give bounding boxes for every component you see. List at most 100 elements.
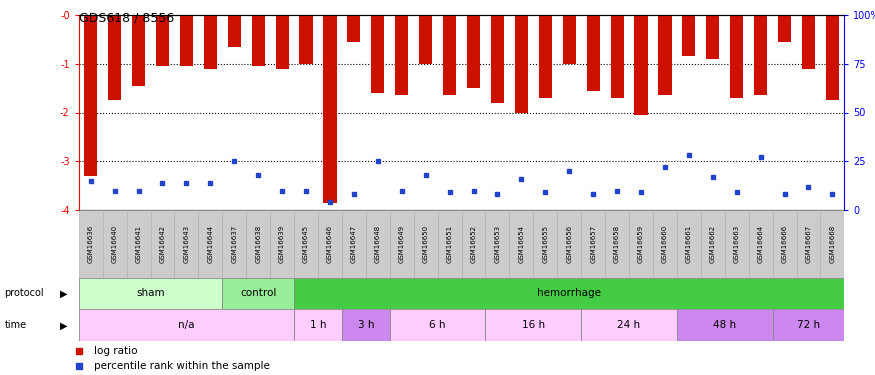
Text: 72 h: 72 h <box>797 320 820 330</box>
Text: hemorrhage: hemorrhage <box>537 288 601 298</box>
Bar <box>79 278 222 309</box>
Bar <box>486 309 581 341</box>
Bar <box>802 15 816 69</box>
Bar <box>342 210 366 278</box>
Text: percentile rank within the sample: percentile rank within the sample <box>94 360 270 370</box>
Text: GSM16655: GSM16655 <box>542 225 549 263</box>
Bar <box>371 15 384 93</box>
Bar <box>796 210 821 278</box>
Bar <box>132 15 145 86</box>
Bar <box>299 15 312 64</box>
Text: GSM16638: GSM16638 <box>255 225 262 263</box>
Text: GSM16663: GSM16663 <box>734 225 739 263</box>
Bar <box>270 210 294 278</box>
Text: 16 h: 16 h <box>522 320 545 330</box>
Text: GSM16656: GSM16656 <box>566 225 572 263</box>
Text: 24 h: 24 h <box>618 320 640 330</box>
Text: GSM16654: GSM16654 <box>518 225 524 263</box>
Bar <box>606 210 629 278</box>
Text: GSM16668: GSM16668 <box>830 225 836 263</box>
Text: GSM16650: GSM16650 <box>423 225 429 263</box>
Bar <box>79 210 102 278</box>
Text: 6 h: 6 h <box>430 320 446 330</box>
Bar <box>677 309 773 341</box>
Text: GSM16642: GSM16642 <box>159 225 165 263</box>
Bar <box>318 210 342 278</box>
Bar <box>629 210 653 278</box>
Bar <box>180 15 193 66</box>
Text: GSM16652: GSM16652 <box>471 225 477 263</box>
Bar <box>581 309 677 341</box>
Text: GSM16643: GSM16643 <box>184 225 189 263</box>
Bar <box>677 210 701 278</box>
Text: GSM16653: GSM16653 <box>494 225 500 263</box>
Bar <box>706 15 719 59</box>
Text: GSM16641: GSM16641 <box>136 225 142 263</box>
Bar <box>252 15 265 66</box>
Text: 3 h: 3 h <box>358 320 374 330</box>
Bar <box>754 15 767 96</box>
Text: sham: sham <box>136 288 164 298</box>
Bar <box>724 210 749 278</box>
Text: time: time <box>4 320 26 330</box>
Text: GSM16636: GSM16636 <box>88 225 94 263</box>
Bar <box>347 15 360 42</box>
Bar <box>276 15 289 69</box>
Bar <box>749 210 773 278</box>
Text: log ratio: log ratio <box>94 346 137 356</box>
Bar <box>389 210 414 278</box>
Bar <box>509 210 534 278</box>
Bar <box>611 15 624 98</box>
Bar <box>730 15 743 98</box>
Text: GSM16644: GSM16644 <box>207 225 214 263</box>
Bar <box>294 210 318 278</box>
Bar <box>84 15 97 176</box>
Bar <box>658 15 671 96</box>
Bar <box>342 309 389 341</box>
Bar <box>539 15 552 98</box>
Bar <box>396 15 409 96</box>
Bar <box>228 15 241 47</box>
Text: GSM16640: GSM16640 <box>112 225 117 263</box>
Bar <box>581 210 605 278</box>
Text: GSM16651: GSM16651 <box>446 225 452 263</box>
Bar <box>294 309 342 341</box>
Text: GSM16639: GSM16639 <box>279 225 285 263</box>
Bar <box>199 210 222 278</box>
Bar <box>419 15 432 64</box>
Text: GSM16661: GSM16661 <box>686 225 692 263</box>
Bar <box>150 210 174 278</box>
Text: GSM16637: GSM16637 <box>231 225 237 263</box>
Text: control: control <box>240 288 276 298</box>
Text: GDS618 / 8556: GDS618 / 8556 <box>79 11 174 24</box>
Bar <box>773 309 844 341</box>
Text: ▶: ▶ <box>60 288 67 298</box>
Text: GSM16660: GSM16660 <box>662 225 668 263</box>
Bar <box>443 15 456 96</box>
Text: GSM16646: GSM16646 <box>327 225 333 263</box>
Bar <box>653 210 677 278</box>
Bar <box>366 210 389 278</box>
Text: GSM16664: GSM16664 <box>758 225 764 263</box>
Text: protocol: protocol <box>4 288 44 298</box>
Bar <box>534 210 557 278</box>
Bar <box>127 210 150 278</box>
Bar <box>324 15 337 202</box>
Bar <box>701 210 724 278</box>
Text: n/a: n/a <box>178 320 194 330</box>
Bar <box>389 309 486 341</box>
Bar <box>486 210 509 278</box>
Bar <box>773 210 796 278</box>
Bar <box>174 210 199 278</box>
Text: GSM16647: GSM16647 <box>351 225 357 263</box>
Bar <box>108 15 122 100</box>
Text: GSM16666: GSM16666 <box>781 225 788 263</box>
Bar <box>682 15 696 57</box>
Bar <box>821 210 844 278</box>
Text: GSM16659: GSM16659 <box>638 225 644 263</box>
Bar <box>204 15 217 69</box>
Bar <box>586 15 599 91</box>
Text: GSM16649: GSM16649 <box>399 225 405 263</box>
Text: GSM16657: GSM16657 <box>590 225 596 263</box>
Text: GSM16658: GSM16658 <box>614 225 620 263</box>
